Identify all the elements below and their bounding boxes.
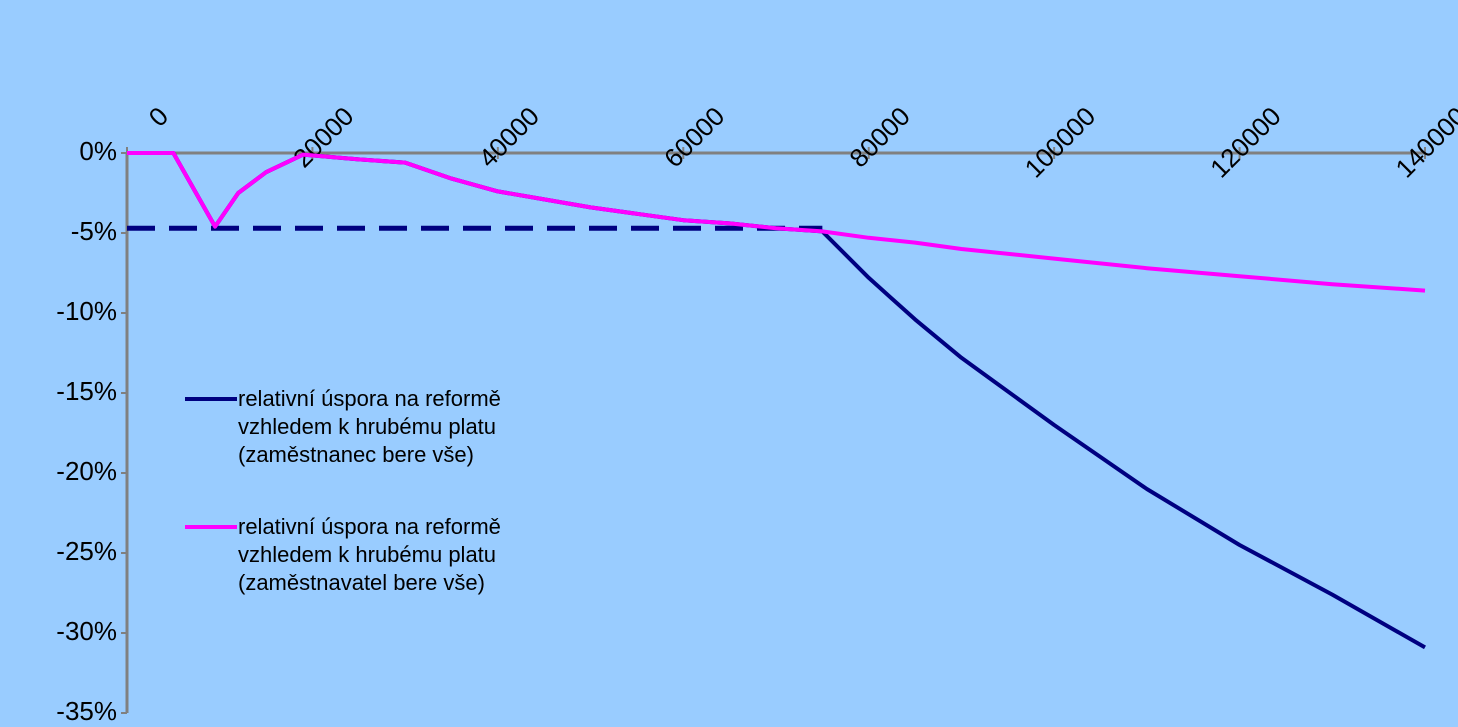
y-tick-label: -35% bbox=[56, 696, 117, 726]
y-tick-label: -20% bbox=[56, 456, 117, 486]
y-tick-label: -10% bbox=[56, 296, 117, 326]
x-tick-label: 100000 bbox=[1019, 101, 1102, 184]
y-tick-label: 0% bbox=[79, 136, 117, 166]
x-tick-label: 60000 bbox=[658, 101, 730, 173]
legend-label: relativní úspora na reformě vzhledem k h… bbox=[238, 386, 501, 467]
x-tick-label: 40000 bbox=[473, 101, 545, 173]
y-tick-label: -30% bbox=[56, 616, 117, 646]
line bbox=[127, 151, 1426, 293]
x-tick-label: 80000 bbox=[843, 101, 915, 173]
y-tick-label: -25% bbox=[56, 536, 117, 566]
x-tick-label: 120000 bbox=[1204, 101, 1287, 184]
legend-label: relativní úspora na reformě vzhledem k h… bbox=[238, 514, 501, 595]
y-tick-label: -15% bbox=[56, 376, 117, 406]
y-tick-label: -5% bbox=[71, 216, 117, 246]
x-tick-label: 0 bbox=[143, 101, 174, 132]
x-tick-label: 140000 bbox=[1390, 101, 1458, 184]
x-tick-label: 20000 bbox=[287, 101, 359, 173]
legend-swatch bbox=[185, 397, 237, 401]
legend-swatch bbox=[185, 525, 237, 529]
